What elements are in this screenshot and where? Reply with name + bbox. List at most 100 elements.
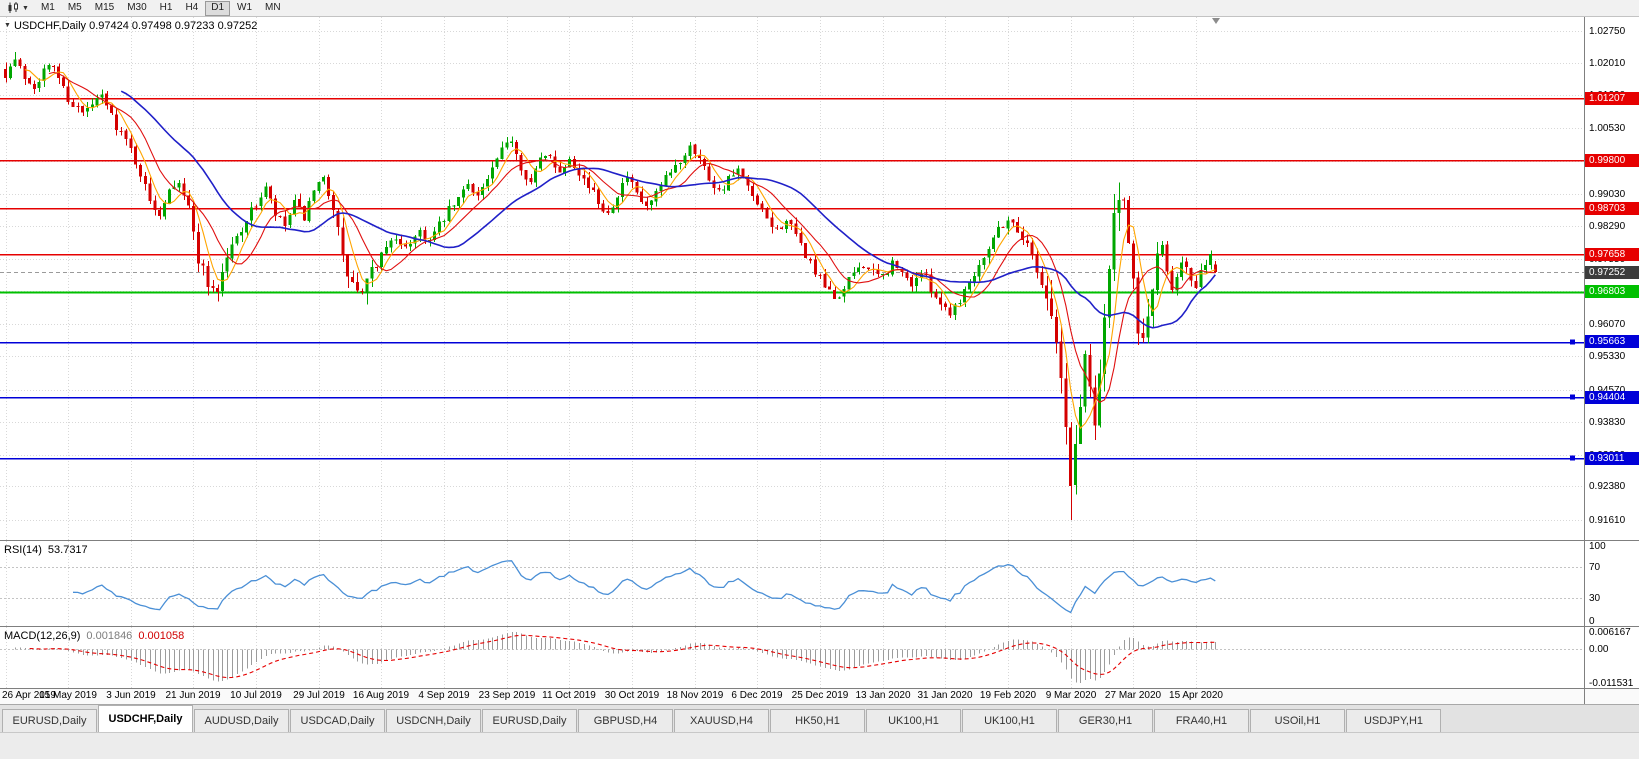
time-axis-label: 11 Oct 2019 [542, 690, 596, 701]
price-tick-label: 1.02750 [1589, 26, 1626, 37]
macd-main-value: 0.001846 [86, 630, 133, 642]
chart-tab-xauusd-h4-7[interactable]: XAUUSD,H4 [674, 709, 769, 732]
chart-tab-fra40-h1-12[interactable]: FRA40,H1 [1154, 709, 1249, 732]
window-bottom-strip [0, 732, 1639, 759]
timeframe-button-d1[interactable]: D1 [205, 0, 231, 16]
candles [4, 52, 1217, 520]
chart-tab-usdchf-daily-1[interactable]: USDCHF,Daily [98, 705, 193, 732]
price-level-badge: 0.95663 [1585, 335, 1639, 348]
chart-tab-uk100-h1-9[interactable]: UK100,H1 [866, 709, 961, 732]
macd-signal-value: 0.001058 [138, 630, 185, 642]
macd-panel: MACD(12,26,9) 0.001846 0.001058 0.006167 0.… [0, 626, 1639, 688]
rsi-tick-label: 0 [1589, 616, 1595, 626]
price-tick-label: 0.93830 [1589, 417, 1626, 428]
rsi-tick-label: 100 [1589, 541, 1606, 552]
price-tick-label: 0.95330 [1589, 351, 1626, 362]
timeframe-buttons: M1 M5 M15 M30 H1 H4 D1 W1 MN [35, 0, 287, 16]
rsi-axis: 100 70 30 0 [1584, 541, 1639, 626]
price-level-badge: 0.96803 [1585, 285, 1639, 298]
chart-type-icon[interactable]: ▼ [3, 1, 33, 16]
time-axis-label: 4 Sep 2019 [418, 690, 470, 701]
macd-tick-label: -0.011531 [1589, 678, 1634, 688]
price-level-badge: 0.99800 [1585, 154, 1639, 167]
chart-tab-usdjpy-h1-14[interactable]: USDJPY,H1 [1346, 709, 1441, 732]
horizontal-level-lines [0, 97, 1584, 461]
chart-tab-eurusd-daily-5[interactable]: EURUSD,Daily [482, 709, 577, 732]
price-tick-label: 1.00530 [1589, 123, 1626, 134]
price-tick-label: 0.91610 [1589, 515, 1626, 526]
macd-axis: 0.006167 0.00 -0.011531 [1584, 627, 1639, 688]
chart-title: ▼ USDCHF,Daily 0.97424 0.97498 0.97233 0.… [4, 20, 257, 32]
time-axis-label: 30 Oct 2019 [604, 690, 660, 701]
price-axis: 1.027501.020101.012901.005300.997900.990… [1584, 17, 1639, 540]
chart-tab-eurusd-daily-0[interactable]: EURUSD,Daily [2, 709, 97, 732]
time-axis-label: 29 Jul 2019 [293, 690, 345, 701]
rsi-tick-label: 30 [1589, 593, 1601, 604]
timeframe-toolbar: ▼ M1 M5 M15 M30 H1 H4 D1 W1 MN [0, 0, 1639, 17]
chart-tab-uk100-h1-10[interactable]: UK100,H1 [962, 709, 1057, 732]
time-axis-label: 13 Jan 2020 [855, 690, 911, 701]
time-axis-label: 26 Apr 2019 [2, 690, 56, 701]
chart-tab-gbpusd-h4-6[interactable]: GBPUSD,H4 [578, 709, 673, 732]
time-axis-label: 18 Nov 2019 [666, 690, 724, 701]
chart-title-text: USDCHF,Daily 0.97424 0.97498 0.97233 0.9… [13, 20, 258, 32]
macd-tick-label: 0.00 [1589, 644, 1609, 655]
time-axis-label: 6 Dec 2019 [731, 690, 783, 701]
rsi-tick-label: 70 [1589, 562, 1601, 573]
time-axis-label: 9 Mar 2020 [1045, 690, 1097, 701]
price-level-badge: 0.94404 [1585, 391, 1639, 404]
candlestick-icon [8, 2, 18, 13]
price-tick-label: 0.92380 [1589, 481, 1626, 492]
time-axis-corner [1584, 689, 1639, 704]
time-axis-label: 3 Jun 2019 [106, 690, 156, 701]
time-axis: 26 Apr 2019 15 May 2019 3 Jun 2019 21 Jun 2… [0, 688, 1639, 704]
rsi-label: RSI(14) 53.7317 [4, 544, 88, 556]
macd-tick-label: 0.006167 [1589, 627, 1631, 638]
price-chart-panel: ▼ USDCHF,Daily 0.97424 0.97498 0.97233 0.… [0, 17, 1639, 540]
timeframe-button-h4[interactable]: H4 [179, 1, 204, 16]
time-axis-label: 15 Apr 2020 [1169, 690, 1223, 701]
timeframe-button-mn[interactable]: MN [259, 1, 287, 16]
rsi-current-value: 53.7317 [47, 544, 88, 556]
macd-chart[interactable] [0, 627, 1584, 688]
macd-indicator-name: MACD(12,26,9) [4, 630, 81, 642]
price-tick-label: 1.02010 [1589, 58, 1626, 69]
chart-tab-usdcnh-daily-4[interactable]: USDCNH,Daily [386, 709, 481, 732]
time-axis-label: 25 Dec 2019 [791, 690, 849, 701]
price-tick-label: 0.94570 [1589, 385, 1625, 396]
chart-tab-usoil-h1-13[interactable]: USOil,H1 [1250, 709, 1345, 732]
time-axis-label: 21 Jun 2019 [165, 690, 221, 701]
price-level-badge: 0.98703 [1585, 202, 1639, 215]
timeframe-button-w1[interactable]: W1 [231, 1, 258, 16]
time-axis-label: 19 Feb 2020 [979, 690, 1037, 701]
symbol-dropdown-icon[interactable]: ▼ [4, 22, 11, 29]
time-axis-label: 15 May 2019 [39, 690, 97, 701]
timeframe-button-m15[interactable]: M15 [89, 1, 120, 16]
current-price-badge: 0.97252 [1585, 266, 1639, 279]
candlestick-chart[interactable] [0, 17, 1584, 540]
price-level-badge: 0.97658 [1585, 248, 1639, 261]
rsi-chart[interactable] [0, 541, 1584, 626]
timeframe-button-m1[interactable]: M1 [35, 1, 61, 16]
chart-tab-ger30-h1-11[interactable]: GER30,H1 [1058, 709, 1153, 732]
time-axis-label: 16 Aug 2019 [352, 690, 410, 701]
timeframe-button-h1[interactable]: H1 [154, 1, 179, 16]
time-axis-label: 27 Mar 2020 [1104, 690, 1162, 701]
chart-shift-marker [1212, 18, 1220, 24]
timeframe-button-m30[interactable]: M30 [121, 1, 152, 16]
chart-tab-hk50-h1-8[interactable]: HK50,H1 [770, 709, 865, 732]
chart-tab-usdcad-daily-3[interactable]: USDCAD,Daily [290, 709, 385, 732]
rsi-indicator-name: RSI(14) [4, 544, 42, 556]
price-tick-label: 0.99030 [1589, 189, 1626, 200]
rsi-panel: RSI(14) 53.7317 100 70 30 0 [0, 540, 1639, 626]
timeframe-button-m5[interactable]: M5 [62, 1, 88, 16]
price-tick-label: 0.98290 [1589, 221, 1626, 232]
chart-tabs-bar: EURUSD,Daily USDCHF,Daily AUDUSD,Daily USDC… [0, 704, 1639, 732]
chart-tab-audusd-daily-2[interactable]: AUDUSD,Daily [194, 709, 289, 732]
time-axis-label: 31 Jan 2020 [917, 690, 973, 701]
macd-label: MACD(12,26,9) 0.001846 0.001058 [4, 630, 184, 642]
grid [6, 541, 1197, 626]
price-level-badge: 0.93011 [1585, 452, 1639, 465]
price-level-badge: 1.01207 [1585, 92, 1639, 105]
